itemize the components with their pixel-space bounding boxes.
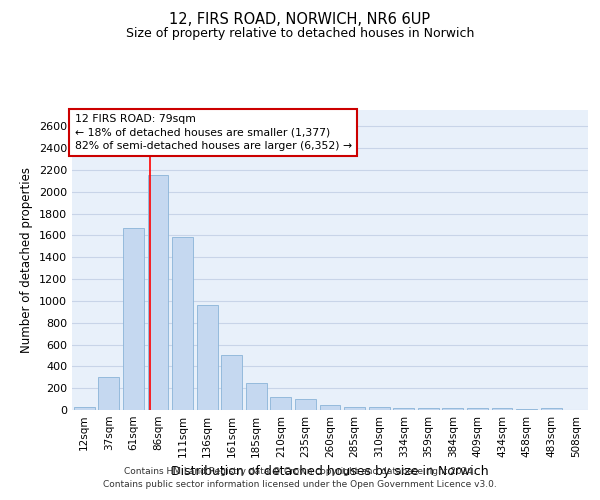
Bar	[123, 228, 144, 410]
Bar	[221, 356, 242, 410]
Bar	[491, 408, 512, 410]
Bar	[271, 397, 292, 410]
Bar	[172, 236, 193, 410]
X-axis label: Distribution of detached houses by size in Norwich: Distribution of detached houses by size …	[171, 466, 489, 478]
Text: 12 FIRS ROAD: 79sqm
← 18% of detached houses are smaller (1,377)
82% of semi-det: 12 FIRS ROAD: 79sqm ← 18% of detached ho…	[74, 114, 352, 151]
Bar	[442, 408, 463, 410]
Y-axis label: Number of detached properties: Number of detached properties	[20, 167, 34, 353]
Text: Contains HM Land Registry data © Crown copyright and database right 2024.: Contains HM Land Registry data © Crown c…	[124, 467, 476, 476]
Text: Size of property relative to detached houses in Norwich: Size of property relative to detached ho…	[126, 28, 474, 40]
Bar	[467, 408, 488, 410]
Bar	[320, 404, 340, 410]
Bar	[148, 176, 169, 410]
Bar	[541, 408, 562, 410]
Bar	[418, 408, 439, 410]
Bar	[197, 306, 218, 410]
Text: 12, FIRS ROAD, NORWICH, NR6 6UP: 12, FIRS ROAD, NORWICH, NR6 6UP	[169, 12, 431, 28]
Bar	[74, 408, 95, 410]
Text: Contains public sector information licensed under the Open Government Licence v3: Contains public sector information licen…	[103, 480, 497, 489]
Bar	[295, 399, 316, 410]
Bar	[246, 384, 267, 410]
Bar	[344, 406, 365, 410]
Bar	[368, 406, 389, 410]
Bar	[98, 378, 119, 410]
Bar	[393, 408, 414, 410]
